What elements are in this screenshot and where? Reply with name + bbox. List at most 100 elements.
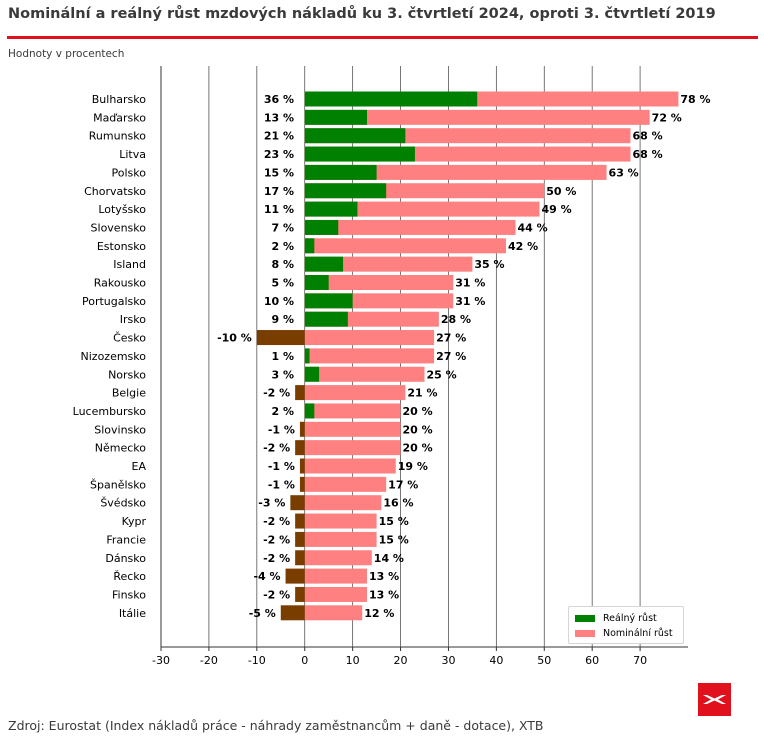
bar-nominal: [304, 458, 396, 474]
data-label-real: -3 %: [258, 497, 285, 510]
data-label-nominal: 42 %: [508, 240, 538, 253]
chart-title: Nominální a reálný růst mzdových nákladů…: [8, 6, 716, 22]
category-label: Lotyšsko: [98, 203, 146, 216]
data-label-nominal: 21 %: [407, 387, 437, 400]
bar-nominal: [304, 256, 473, 272]
bar-nominal: [304, 164, 607, 180]
data-label-real: 23 %: [264, 148, 294, 161]
data-label-real: -2 %: [263, 515, 290, 528]
data-label-nominal: 35 %: [474, 258, 504, 271]
legend-swatch-real: [575, 614, 595, 622]
bar-real: [295, 385, 305, 401]
bar-real: [295, 440, 305, 456]
category-label: Finsko: [112, 588, 146, 601]
chart-subtitle: Hodnoty v procentech: [8, 48, 125, 60]
category-label: Nizozemsko: [81, 350, 147, 363]
bar-real: [304, 109, 368, 125]
data-label-nominal: 31 %: [455, 277, 485, 290]
data-label-real: -2 %: [263, 442, 290, 455]
bar-real: [304, 348, 310, 364]
data-label-nominal: 15 %: [379, 515, 409, 528]
data-label-real: -1 %: [268, 460, 295, 473]
data-label-real: -2 %: [263, 387, 290, 400]
bar-real: [295, 550, 305, 566]
legend-label-nominal: Nominální růst: [603, 627, 673, 639]
data-label-nominal: 20 %: [403, 442, 433, 455]
data-label-nominal: 31 %: [455, 295, 485, 308]
category-label: Bulharsko: [92, 93, 147, 106]
data-label-nominal: 27 %: [436, 332, 466, 345]
bar-real: [304, 293, 353, 309]
bar-real: [304, 201, 358, 217]
x-tick-label: 20: [394, 654, 408, 667]
title-divider: [7, 36, 758, 39]
bar-real: [304, 91, 478, 107]
bar-real: [304, 146, 415, 162]
category-label: Španělsko: [90, 478, 146, 491]
data-label-real: -5 %: [249, 607, 276, 620]
bar-real: [304, 256, 344, 272]
bar-nominal: [304, 109, 650, 125]
category-label: EA: [132, 460, 147, 473]
data-label-real: 2 %: [271, 405, 294, 418]
bar-real: [304, 311, 348, 327]
bar-nominal: [304, 201, 540, 217]
data-label-real: 15 %: [264, 166, 294, 179]
bar-chart: -30 -20 -10 0 10 20 30 40 50 60 70 Bulharsko 36 % 78 …: [73, 66, 711, 667]
data-label-real: 3 %: [271, 368, 294, 381]
category-label: Slovensko: [91, 221, 147, 234]
category-label: Irsko: [120, 313, 146, 326]
category-label: Litva: [119, 148, 146, 161]
data-label-nominal: 13 %: [369, 570, 399, 583]
bar-real: [256, 330, 305, 346]
bar-nominal: [304, 586, 368, 602]
category-label: Portugalsko: [82, 295, 146, 308]
bar-nominal: [304, 531, 377, 547]
bar-real: [290, 495, 305, 511]
data-label-nominal: 44 %: [518, 221, 548, 234]
data-label-real: 8 %: [271, 258, 294, 271]
category-label: Estonsko: [97, 240, 146, 253]
category-label: Rumunsko: [89, 130, 146, 143]
data-label-nominal: 68 %: [633, 148, 663, 161]
data-label-real: 17 %: [264, 185, 294, 198]
data-label-real: -4 %: [253, 570, 280, 583]
x-tick-label: 40: [489, 654, 503, 667]
bar-real: [299, 421, 305, 437]
data-label-nominal: 12 %: [364, 607, 394, 620]
data-label-real: -2 %: [263, 533, 290, 546]
bar-real: [304, 183, 387, 199]
category-label: Německo: [95, 442, 147, 455]
x-tick-label: 30: [441, 654, 455, 667]
bar-nominal: [304, 421, 401, 437]
data-label-real: 21 %: [264, 130, 294, 143]
bar-nominal: [304, 476, 387, 492]
bar-real: [304, 366, 320, 382]
bar-nominal: [304, 440, 401, 456]
x-tick-label: 70: [633, 654, 647, 667]
legend: Reálný růst Nominální růst: [568, 606, 684, 644]
bar-real: [304, 164, 377, 180]
legend-item-nominal: Nominální růst: [575, 627, 673, 639]
data-label-real: -2 %: [263, 552, 290, 565]
data-label-nominal: 49 %: [541, 203, 571, 216]
bar-nominal: [304, 605, 363, 621]
data-label-nominal: 28 %: [441, 313, 471, 326]
xtb-logo: [698, 683, 731, 716]
category-label: Island: [113, 258, 146, 271]
data-label-real: 1 %: [271, 350, 294, 363]
category-label: Švédsko: [100, 497, 146, 510]
bar-nominal: [304, 568, 368, 584]
category-label: Chorvatsko: [84, 185, 146, 198]
bar-nominal: [304, 550, 372, 566]
bar-nominal: [304, 385, 406, 401]
x-tick-label: -10: [248, 654, 266, 667]
category-label: Norsko: [108, 368, 146, 381]
bar-nominal: [304, 275, 454, 290]
bar-real: [295, 513, 305, 529]
x-tick-label: 10: [346, 654, 360, 667]
data-label-nominal: 15 %: [379, 533, 409, 546]
bar-nominal: [304, 348, 435, 364]
data-label-real: 2 %: [271, 240, 294, 253]
data-label-nominal: 16 %: [383, 497, 413, 510]
